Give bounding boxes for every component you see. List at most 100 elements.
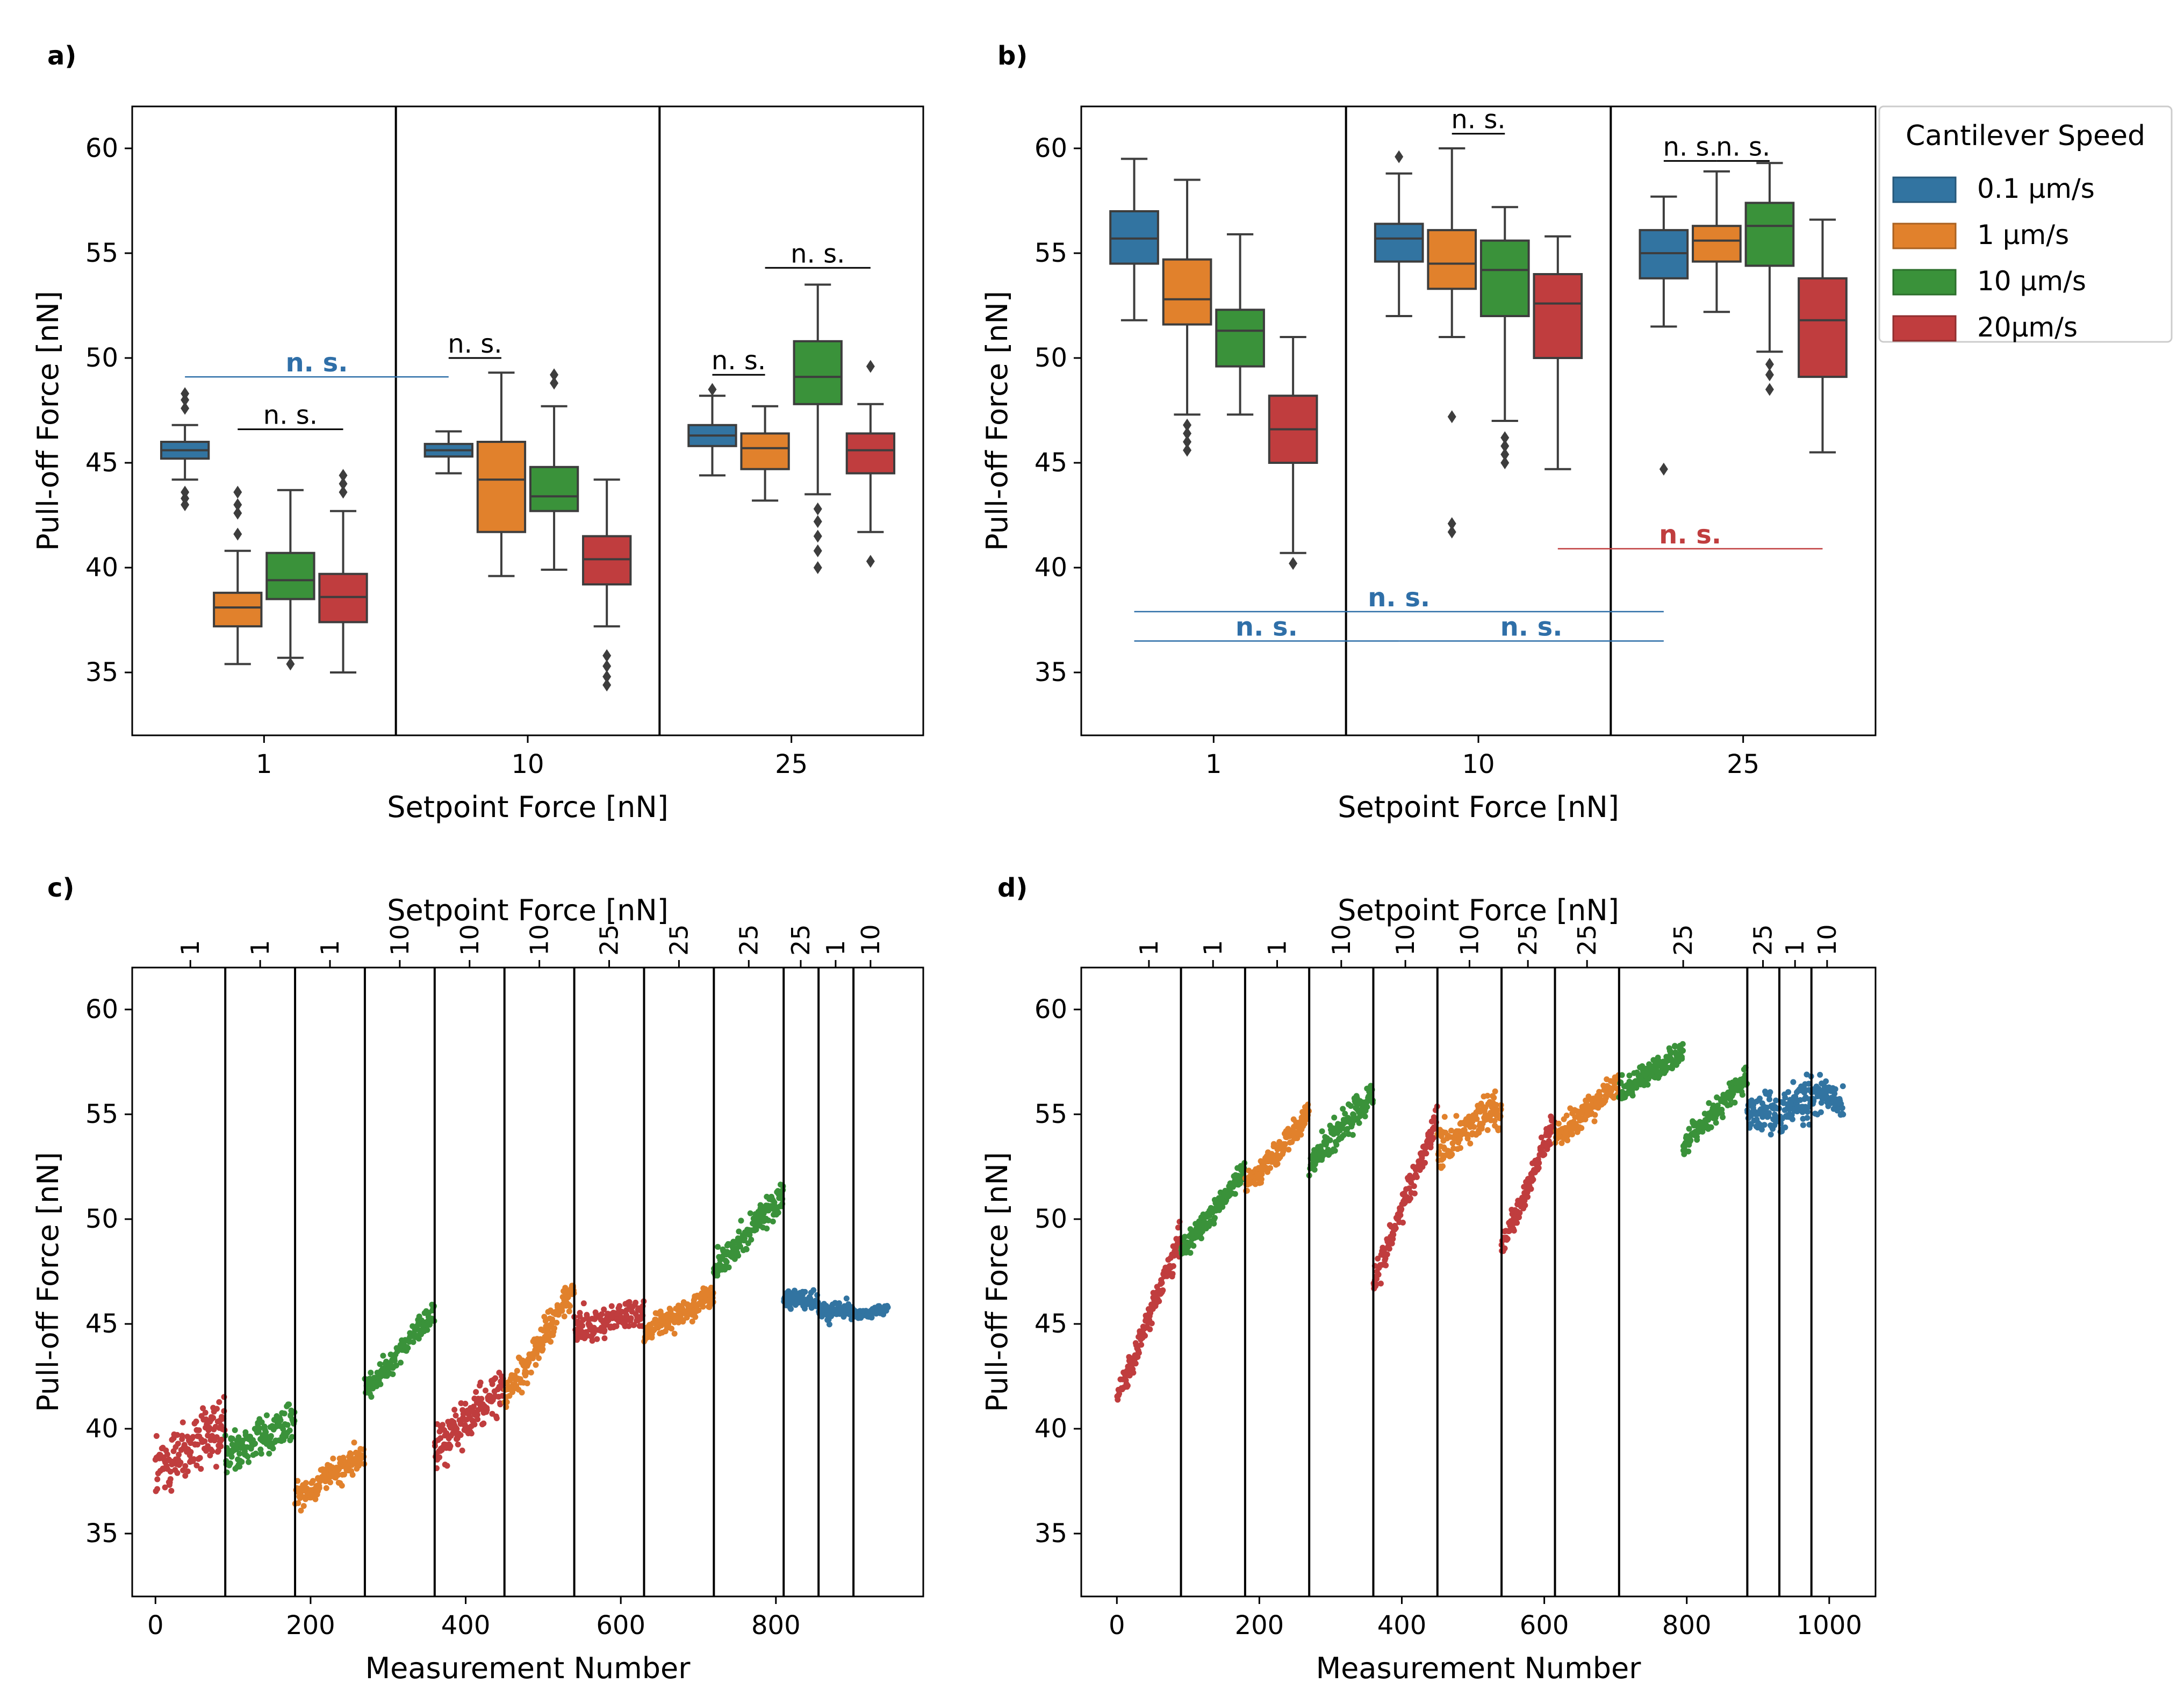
data-point (154, 1486, 161, 1492)
segment-3 (362, 1301, 437, 1400)
data-point (1708, 1124, 1714, 1130)
outlier-marker (1289, 557, 1298, 570)
segment-2 (292, 1439, 368, 1514)
legend-swatch (1892, 223, 1957, 249)
data-point (1182, 1234, 1188, 1240)
data-point (1569, 1131, 1575, 1137)
data-point (468, 1430, 475, 1437)
data-point (1232, 1191, 1238, 1197)
data-point (1541, 1151, 1548, 1158)
outlier-marker (1447, 517, 1456, 531)
y-tick-label: 35 (85, 657, 118, 687)
data-point (540, 1342, 546, 1348)
data-point (524, 1380, 530, 1386)
outlier-marker (233, 527, 242, 541)
outlier-marker (339, 485, 348, 499)
data-point (1761, 1122, 1768, 1128)
box-25-speed2 (793, 283, 843, 574)
data-point (258, 1450, 264, 1457)
box-iqr (1162, 258, 1212, 326)
data-point (554, 1320, 560, 1326)
data-point (457, 1432, 464, 1438)
data-point (741, 1235, 748, 1242)
data-point (1626, 1072, 1633, 1079)
data-point (455, 1441, 461, 1448)
data-point (1169, 1271, 1176, 1277)
data-point (459, 1448, 465, 1454)
data-point (1694, 1134, 1700, 1140)
y-tick-label: 40 (85, 1414, 118, 1444)
data-point (391, 1357, 398, 1364)
data-point (462, 1400, 469, 1407)
x-tick-label: 600 (596, 1610, 645, 1641)
segment-0 (1114, 1219, 1183, 1403)
axes-frame (1080, 966, 1877, 1598)
data-point (202, 1438, 208, 1444)
x-tick-label: 25 (775, 749, 808, 779)
data-point (1170, 1263, 1176, 1269)
data-point (341, 1471, 348, 1478)
data-point (191, 1456, 197, 1463)
outlier-marker (602, 649, 612, 662)
data-point (765, 1217, 772, 1223)
data-point (380, 1352, 386, 1359)
data-point (1453, 1113, 1460, 1119)
data-point (1377, 1280, 1384, 1287)
data-point (1668, 1050, 1674, 1057)
panel-c: 35 40 45 50 55 60 Pull-off Force [nN] Measureme… (31, 873, 924, 1683)
y-axis-label: Pull-off Force [nN] (31, 1152, 65, 1412)
data-point (591, 1324, 597, 1331)
outlier-marker (813, 544, 822, 557)
data-point (179, 1419, 186, 1426)
data-point (1840, 1111, 1847, 1118)
data-point (1132, 1360, 1139, 1367)
top-tick-label: 25 (1669, 924, 1698, 956)
data-point (1547, 1141, 1554, 1147)
data-point (1804, 1115, 1811, 1121)
data-point (775, 1209, 781, 1216)
axes-frame (131, 966, 924, 1598)
data-point (215, 1448, 221, 1454)
x-tick-label: 0 (147, 1610, 164, 1641)
outlier-marker (233, 485, 242, 499)
y-tick-label: 35 (1034, 1519, 1067, 1549)
y-tick-label: 50 (85, 1204, 118, 1234)
data-point (1806, 1080, 1812, 1087)
x-tick-label: 25 (1727, 749, 1759, 779)
data-point (1147, 1326, 1153, 1333)
data-point (213, 1464, 219, 1470)
segment-5 (1434, 1088, 1504, 1171)
data-point (1138, 1342, 1145, 1348)
outlier-marker (1659, 462, 1668, 476)
data-point (708, 1284, 714, 1291)
data-point (286, 1427, 293, 1434)
x-tick-label: 200 (1235, 1610, 1284, 1641)
data-point (1332, 1148, 1338, 1154)
data-point (252, 1441, 258, 1447)
data-point (202, 1409, 209, 1416)
data-point (1535, 1165, 1542, 1171)
outlier-marker (813, 502, 822, 515)
outlier-marker (1183, 443, 1192, 457)
data-point (523, 1369, 530, 1376)
y-axis-label: Pull-off Force [nN] (980, 291, 1014, 551)
y-axis-label: Pull-off Force [nN] (31, 291, 65, 551)
data-point (1516, 1214, 1522, 1221)
data-point (1467, 1140, 1474, 1147)
data-point (209, 1433, 215, 1439)
scatter-points (1114, 1041, 1847, 1403)
outlier-marker (1765, 383, 1774, 396)
data-point (182, 1472, 189, 1479)
outlier-marker (550, 368, 559, 382)
data-point (280, 1426, 286, 1433)
data-point (619, 1308, 625, 1315)
data-point (836, 1300, 843, 1307)
outlier-marker (339, 469, 348, 482)
box-10-speed3 (582, 478, 632, 692)
data-point (514, 1367, 520, 1374)
y-tick-label: 55 (85, 238, 118, 268)
data-point (594, 1336, 600, 1342)
data-point (236, 1463, 243, 1470)
box-iqr (1374, 223, 1424, 263)
segment-10 (815, 1295, 856, 1328)
